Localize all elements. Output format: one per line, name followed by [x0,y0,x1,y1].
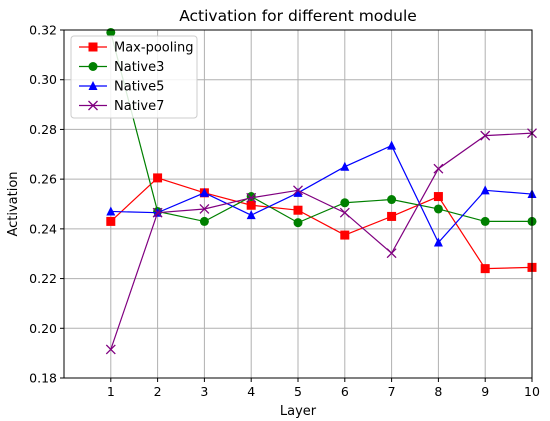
data-point [387,140,397,150]
data-point [480,185,490,195]
data-point [339,207,350,218]
y-tick-label: 0.22 [29,271,57,286]
data-point [340,230,350,240]
data-point [153,173,163,183]
series-native5 [106,140,537,247]
series-native7 [105,128,537,355]
legend: Max-pooling Native3 Native5 Native7 [70,35,198,119]
data-point [199,187,209,197]
data-point [433,163,444,174]
data-point [246,210,256,220]
x-axis: 1 2 3 4 5 6 7 8 9 10 [107,378,540,399]
series-max-pooling [106,173,537,274]
data-point [246,200,256,210]
data-point [246,192,256,202]
data-point [480,130,491,141]
y-axis-label: Activation [6,171,21,236]
y-tick-label: 0.24 [29,221,57,236]
x-tick-label: 5 [294,384,302,399]
legend-label: Native7 [114,99,164,114]
data-point [293,185,303,196]
x-tick-label: 1 [107,384,115,399]
data-point [387,211,397,221]
legend-label: Native3 [114,60,164,75]
legend-item: Native3 [79,60,164,75]
legend-label: Native5 [114,80,164,95]
legend-box [70,35,198,119]
data-point [340,161,350,171]
y-axis: 0.18 0.20 0.22 0.24 0.26 0.28 0.30 0.32 [29,23,64,386]
data-point [387,195,397,205]
data-point [340,198,350,208]
x-tick-label: 2 [154,384,162,399]
data-point [293,187,303,197]
x-axis-label: Layer [280,404,317,419]
y-tick-label: 0.32 [29,23,57,38]
data-point [106,216,116,226]
legend-marker [88,81,98,90]
legend-marker [88,62,98,71]
legend-marker [88,100,98,111]
y-tick-label: 0.30 [29,72,57,87]
series-line [110,144,533,244]
y-tick-label: 0.18 [29,371,57,386]
legend-item: Native5 [79,80,164,95]
x-tick-label: 7 [388,384,396,399]
plot-area [105,27,537,355]
y-tick-label: 0.20 [29,321,57,336]
data-point [480,216,490,226]
data-point [199,216,209,226]
x-tick-label: 3 [200,384,208,399]
series-line [110,32,532,224]
series-line [110,177,533,270]
legend-marker [88,42,98,52]
data-point [433,237,443,247]
data-point [433,192,443,202]
chart-title: Activation for different module [179,7,417,25]
series-line [110,132,533,350]
x-tick-label: 6 [341,384,349,399]
data-point [293,218,303,228]
x-tick-label: 9 [481,384,489,399]
legend-label: Max-pooling [114,41,193,56]
x-tick-label: 8 [434,384,442,399]
y-tick-label: 0.26 [29,172,57,187]
y-tick-label: 0.28 [29,122,57,137]
data-point [246,192,257,203]
legend-item: Native7 [79,99,164,114]
data-point [152,207,163,218]
data-point [199,204,210,214]
data-point [480,264,490,274]
data-point [106,206,116,216]
data-point [433,204,443,214]
legend-item: Max-pooling [79,41,193,56]
x-tick-label: 10 [524,384,540,399]
data-point [293,205,303,215]
data-point [105,344,116,355]
data-point [386,248,397,259]
x-tick-label: 4 [247,384,255,399]
